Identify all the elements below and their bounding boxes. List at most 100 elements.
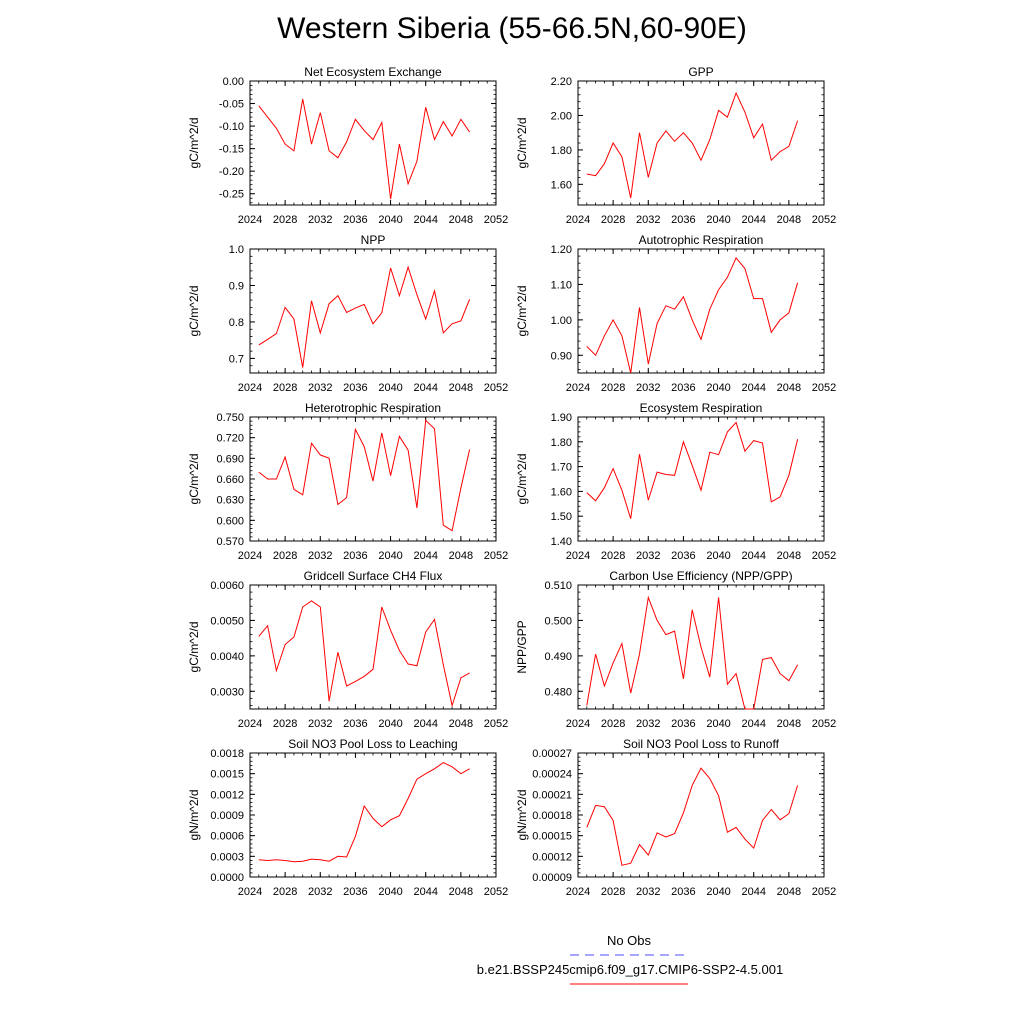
panel-5-xtick-label: 2048 (449, 550, 473, 562)
panel-2-ytick-label: 2.20 (551, 76, 572, 88)
panel-9-xtick-label: 2048 (449, 886, 473, 898)
panel-3-xtick-label: 2028 (273, 382, 297, 394)
panel-10-ylabel: gN/m^2/d (515, 790, 529, 841)
panel-5-xtick-label: 2044 (413, 550, 437, 562)
panel-9-ytick-label: 0.0009 (210, 810, 244, 822)
panel-2-xtick-label: 2032 (636, 214, 660, 226)
panel-3-xtick-label: 2044 (413, 382, 437, 394)
panel-1-ytick-label: -0.05 (219, 99, 244, 111)
panel-7-xtick-label: 2040 (378, 718, 402, 730)
panel-4-ytick-label: 1.10 (551, 279, 572, 291)
panel-10-ytick-label: 0.00012 (532, 851, 572, 863)
panel-8-xtick-label: 2040 (706, 718, 730, 730)
panel-9-ytick-label: 0.0012 (210, 789, 244, 801)
panel-4-ylabel: gC/m^2/d (515, 286, 529, 337)
panel-8-ytick-label: 0.500 (544, 615, 572, 627)
panel-9-ytick-label: 0.0006 (210, 831, 244, 843)
panel-10-ytick-label: 0.00021 (532, 789, 572, 801)
panel-5-xtick-label: 2036 (343, 550, 367, 562)
panel-2-title: GPP (688, 65, 713, 79)
panel-5-ytick-label: 0.600 (216, 515, 244, 527)
panel-9-ytick-label: 0.0003 (210, 851, 244, 863)
panel-3-ytick-label: 0.9 (229, 280, 244, 292)
panel-1-xtick-label: 2040 (378, 214, 402, 226)
panel-5-ylabel: gC/m^2/d (187, 454, 201, 505)
panel-2-ylabel: gC/m^2/d (515, 118, 529, 169)
panel-10-ytick-label: 0.00024 (532, 769, 572, 781)
panel-5-xtick-label: 2024 (238, 550, 262, 562)
panel-7-xtick-label: 2052 (484, 718, 508, 730)
panel-4-ytick-label: 1.00 (551, 315, 572, 327)
panel-5-ytick-label: 0.660 (216, 474, 244, 486)
panel-8-title: Carbon Use Efficiency (NPP/GPP) (609, 569, 792, 583)
panel-2-xtick-label: 2024 (566, 214, 590, 226)
panel-5-series-line (258, 419, 471, 532)
panel-5-ytick-label: 0.720 (216, 433, 244, 445)
panel-1-xtick-label: 2032 (308, 214, 332, 226)
panel-8-xtick-label: 2044 (741, 718, 765, 730)
panel-7-ytick-label: 0.0030 (210, 686, 244, 698)
panel-4-ytick-label: 0.90 (551, 350, 572, 362)
panel-1-xtick-label: 2036 (343, 214, 367, 226)
panel-4-ytick-label: 1.20 (551, 244, 572, 256)
panel-6-xtick-label: 2032 (636, 550, 660, 562)
panel-7-ytick-label: 0.0050 (210, 615, 244, 627)
panel-7-ytick-label: 0.0040 (210, 651, 244, 663)
panel-10-ytick-label: 0.00027 (532, 748, 572, 760)
panel-6-ytick-label: 1.70 (551, 462, 572, 474)
panel-10-xtick-label: 2024 (566, 886, 590, 898)
panel-3-xtick-label: 2040 (378, 382, 402, 394)
panel-6-xtick-label: 2036 (671, 550, 695, 562)
panel-2-xtick-label: 2040 (706, 214, 730, 226)
panel-6-ytick-label: 1.90 (551, 412, 572, 424)
panel-2-xtick-label: 2028 (601, 214, 625, 226)
panel-2-xtick-label: 2048 (777, 214, 801, 226)
panel-7-frame (249, 584, 497, 710)
panel-8-series-line (586, 595, 799, 710)
panel-1-title: Net Ecosystem Exchange (304, 65, 442, 79)
panel-2-xtick-label: 2052 (812, 214, 836, 226)
panel-2-xtick-label: 2044 (741, 214, 765, 226)
panel-5-title: Heterotrophic Respiration (305, 401, 441, 415)
panel-4-frame (577, 248, 825, 374)
panel-10-xtick-label: 2028 (601, 886, 625, 898)
panel-10-xtick-label: 2040 (706, 886, 730, 898)
panel-5-xtick-label: 2032 (308, 550, 332, 562)
panel-5-ytick-label: 0.630 (216, 495, 244, 507)
panel-9-xtick-label: 2028 (273, 886, 297, 898)
panel-5-ytick-label: 0.570 (216, 536, 244, 548)
panel-7-xtick-label: 2032 (308, 718, 332, 730)
panel-4-title: Autotrophic Respiration (639, 233, 764, 247)
panel-3-xtick-label: 2036 (343, 382, 367, 394)
panel-3-xtick-label: 2052 (484, 382, 508, 394)
legend-label-model-run: b.e21.BSSP245cmip6.f09_g17.CMIP6-SSP2-4.… (476, 962, 784, 977)
panel-9-xtick-label: 2052 (484, 886, 508, 898)
panel-9-xtick-label: 2024 (238, 886, 262, 898)
panel-6-xtick-label: 2024 (566, 550, 590, 562)
panel-3-series-line (258, 265, 471, 368)
panel-5-ytick-label: 0.690 (216, 453, 244, 465)
panel-10-xtick-label: 2052 (812, 886, 836, 898)
panel-10-ytick-label: 0.00018 (532, 810, 572, 822)
panel-4-xtick-label: 2048 (777, 382, 801, 394)
panel-1-ytick-label: -0.10 (219, 121, 244, 133)
panel-7-ylabel: gC/m^2/d (187, 622, 201, 673)
panel-7-series-line (258, 600, 470, 708)
panel-6-xtick-label: 2052 (812, 550, 836, 562)
panel-6-xtick-label: 2028 (601, 550, 625, 562)
panel-7-title: Gridcell Surface CH4 Flux (304, 569, 443, 583)
panel-9-series-line (258, 762, 470, 863)
panel-1-xtick-label: 2052 (484, 214, 508, 226)
panel-3-xtick-label: 2024 (238, 382, 262, 394)
panel-1-ytick-label: -0.25 (219, 189, 244, 201)
panel-8-xtick-label: 2028 (601, 718, 625, 730)
panel-7-xtick-label: 2024 (238, 718, 262, 730)
panel-10-xtick-label: 2044 (741, 886, 765, 898)
panel-10-series-line (586, 767, 799, 866)
panel-9-xtick-label: 2040 (378, 886, 402, 898)
panel-4-xtick-label: 2040 (706, 382, 730, 394)
panel-1-xtick-label: 2024 (238, 214, 262, 226)
panel-10-xtick-label: 2048 (777, 886, 801, 898)
panel-1-frame (249, 80, 497, 206)
panel-1-series-line (258, 98, 471, 200)
